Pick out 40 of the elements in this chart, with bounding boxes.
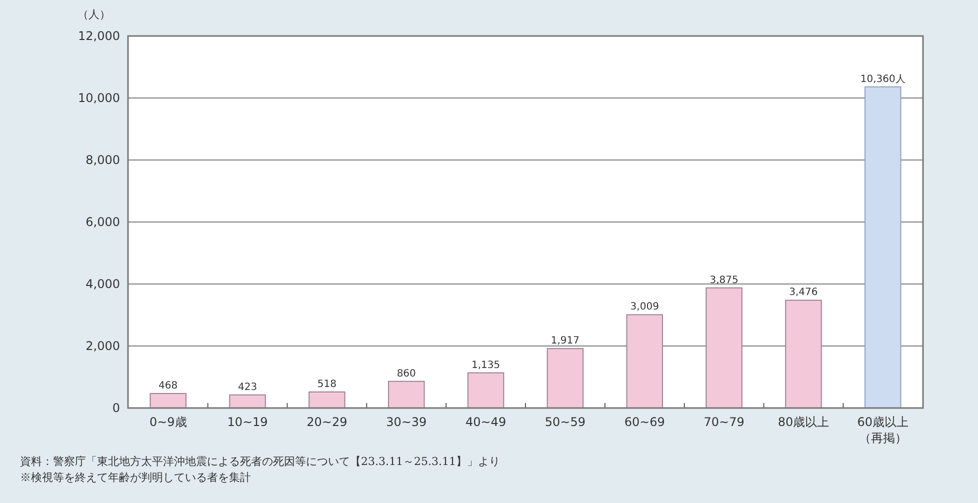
bar: [706, 287, 742, 408]
x-tick-label: 40~49: [465, 415, 506, 429]
y-axis-title: （人）: [78, 8, 110, 21]
data-label: 3,875: [710, 274, 738, 286]
bar: [388, 380, 425, 408]
data-label: 468: [158, 380, 178, 392]
x-tick-label: 60歳以上（再掲）: [857, 415, 909, 445]
x-tick-label: 20~29: [306, 415, 348, 429]
y-tick-label: 6,000: [86, 215, 120, 230]
text: ※検視等を終えて年齢が判明している者を集計: [20, 471, 251, 484]
y-tick-label: 10,000: [78, 91, 120, 106]
bar: [150, 392, 186, 408]
bar: [546, 348, 584, 408]
bar: [864, 86, 902, 408]
y-tick-label: 8,000: [86, 153, 120, 168]
data-label: 423: [238, 382, 258, 393]
x-tick-label: 30~39: [386, 415, 427, 429]
y-tick-label: 0: [112, 401, 120, 416]
bar: [308, 391, 346, 408]
bar: [785, 300, 822, 408]
x-tick-label: 50~59: [544, 415, 586, 429]
x-tick-label: 10~19: [227, 415, 268, 429]
data-label: 518: [317, 378, 336, 390]
bar: [229, 394, 266, 408]
x-tick-label: 0~9歳: [149, 415, 187, 429]
data-label: 3,476: [789, 287, 818, 298]
x-tick-label: 60~69: [624, 415, 665, 429]
text: 資料：警察庁「東北地方太平洋沖地震による死者の死因等について【23.3.11～25.3.11】」より: [20, 455, 500, 468]
data-label: 3,009: [630, 302, 659, 313]
data-label: 1,917: [550, 336, 580, 347]
y-tick-label: 4,000: [86, 277, 120, 292]
data-label: 10,360人: [860, 74, 906, 85]
x-tick-label: 80歳以上: [778, 415, 830, 429]
y-tick-label: 12,000: [78, 29, 120, 44]
bar: [626, 314, 663, 408]
y-tick-label: 2,000: [86, 339, 120, 354]
bar: [467, 372, 504, 408]
data-label: 860: [396, 368, 416, 380]
x-tick-label: 70~79: [704, 415, 744, 429]
data-label: 1,135: [471, 360, 500, 371]
